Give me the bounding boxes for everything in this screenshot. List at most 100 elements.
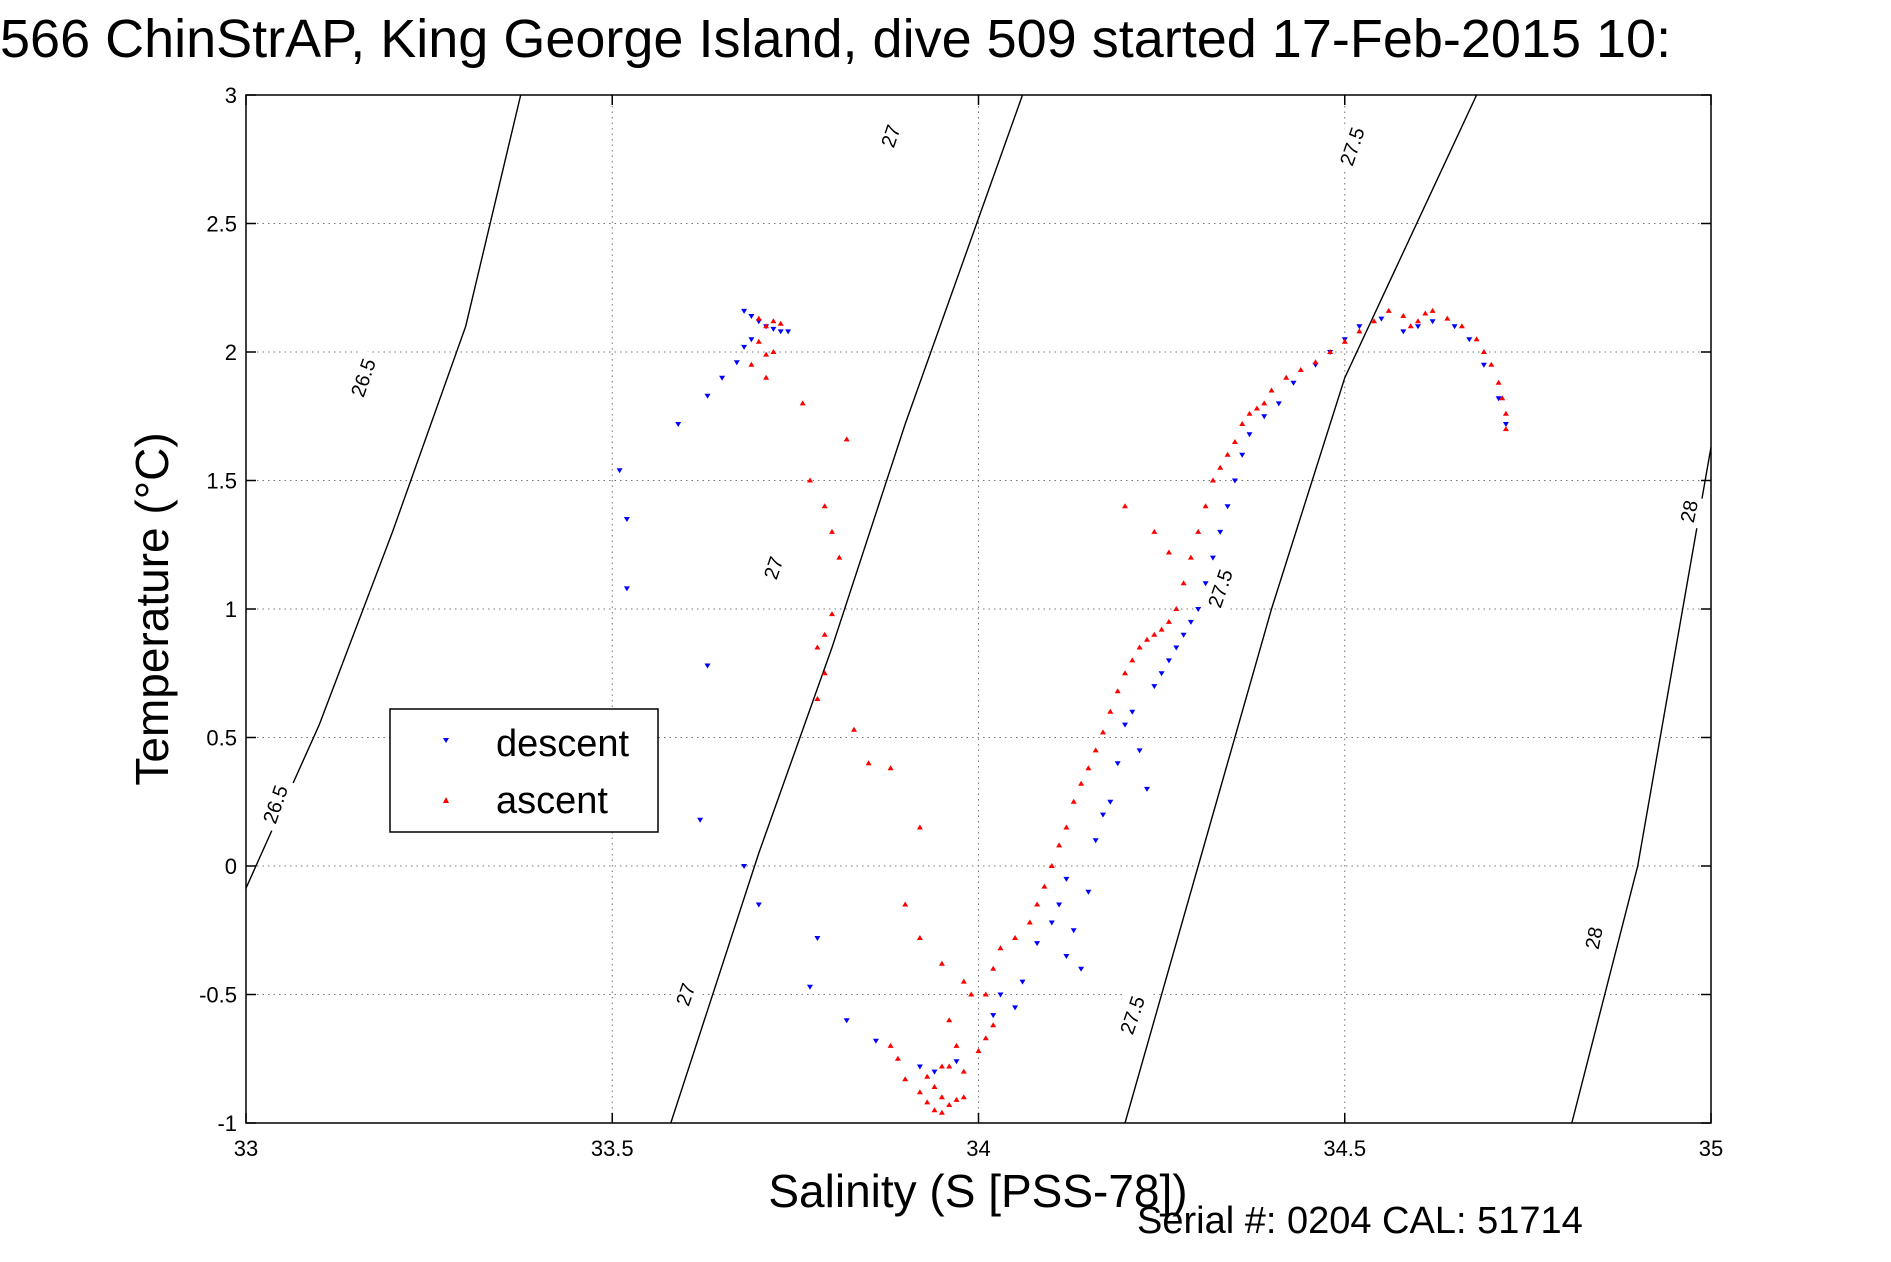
ascent-point [902,901,909,907]
descent-point [616,468,623,474]
ascent-point [1034,901,1041,907]
descent-point [1400,329,1407,335]
ascent-point [1458,323,1465,329]
descent-point [1136,748,1143,754]
ascent-point [1056,842,1063,848]
x-axis-label: Salinity (S [PSS-78]) [768,1165,1187,1217]
ascent-point [1327,349,1334,354]
y-tick-label: 3 [225,83,237,108]
descent-point [1048,920,1055,926]
descent-point [755,902,762,908]
ascent-point [894,1055,901,1061]
descent-point [1173,645,1180,651]
ascent-point [1312,359,1319,365]
ascent-point [938,1094,945,1100]
x-tick-label: 33 [234,1136,258,1161]
ascent-point [1217,464,1224,470]
x-tick-label: 34.5 [1323,1136,1366,1161]
descent-point [704,393,711,399]
ascent-point [1085,765,1092,771]
ascent-point [1122,503,1128,509]
ascent-point [1063,824,1070,830]
y-axis-label: Temperature (°C) [126,432,178,785]
ascent-point [990,965,997,971]
descent-point [990,1013,997,1019]
y-tick-label: -1 [217,1111,237,1136]
isopycnal-label-bg [668,976,703,1013]
descent-point [697,817,704,823]
ascent-point [1144,636,1150,642]
ascent-point [982,991,989,997]
y-tick-label: 1 [225,597,237,622]
ascent-point [1422,310,1429,316]
descent-point [1187,619,1194,625]
descent-point [733,360,740,366]
descent-point [741,864,748,869]
ascent-point [748,361,755,367]
ascent-point [916,824,923,830]
ascent-point [821,670,828,676]
isopycnal-label-bg [1199,559,1241,618]
ascent-point [1165,618,1172,624]
ascent-point [1136,644,1143,650]
descent-point [1151,684,1158,690]
ascent-point [755,338,762,344]
descent-point [1012,1005,1019,1011]
ascent-point [1231,439,1238,444]
descent-point [1144,786,1150,792]
isopycnal-27 [670,95,1024,1123]
ascent-point [1407,323,1414,329]
descent-point [777,329,784,335]
descent-point [1129,709,1136,715]
descent-point [1480,362,1487,368]
ascent-point [821,631,828,637]
ascent-point [990,1022,997,1028]
isopycnal-28 [1571,446,1711,1123]
ascent-point [814,644,821,650]
isopycnal-label: 27 [668,976,703,1013]
descent-point [1415,324,1421,330]
descent-point [1122,722,1128,728]
ascent-point [1415,318,1421,324]
ascent-point [807,477,813,483]
isopycnal-label-bg [342,348,385,407]
ascent-point [887,1042,894,1048]
ascent-point [1268,387,1275,393]
isopycnal-label-bg [1111,986,1154,1044]
ascent-point [997,945,1004,951]
ascent-point [1488,361,1495,367]
descent-point [623,517,630,522]
x-tick-label: 33.5 [591,1136,634,1161]
descent-point [1180,632,1187,638]
ascent-point [887,765,894,771]
legend-descent-label: descent [496,723,630,765]
x-tick-label: 35 [1699,1136,1723,1161]
ascent-point [1041,883,1048,889]
isopycnal-label-bg [254,775,297,834]
legend: descent ascent [389,708,659,833]
descent-point [997,992,1004,998]
ascent-point [1371,318,1377,324]
descent-point [1356,324,1363,330]
ascent-point [960,1094,967,1100]
ascent-point [1012,935,1019,940]
descent-point [1019,979,1026,985]
ascent-point [938,1063,945,1069]
descent-point [916,1064,923,1070]
descent-point [741,344,748,350]
descent-point [1502,422,1509,427]
ascent-point [1122,670,1128,676]
ascent-point [1107,708,1114,714]
legend-ascent-marker [443,797,449,803]
isopycnal-label-bg [1673,493,1705,529]
descent-point [1165,658,1172,664]
ascent-point [829,611,835,617]
descent-point [1063,876,1070,882]
ascent-point [916,1089,923,1095]
axis-ticks: 33 33.5 34 34.5 35 -1 -0.5 0 0.5 1 1.5 2 2.5 3 [199,83,1723,1161]
chart-title: 566 ChinStrAP, King George Island, dive … [0,9,1672,69]
ascent-point [1502,426,1509,432]
descent-point [1224,504,1231,510]
descent-point [843,1018,850,1024]
